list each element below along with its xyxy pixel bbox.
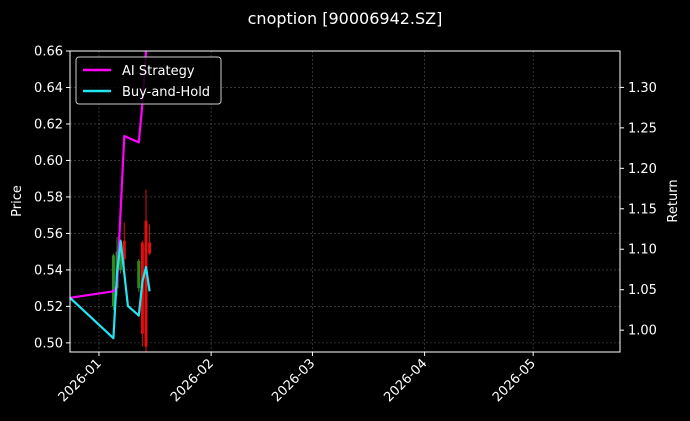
right-axis-ticks: 1.00 1.05 1.10 1.15 1.20 1.25 1.30 bbox=[620, 81, 657, 339]
x-tick-label: 2026-02 bbox=[168, 356, 217, 405]
right-tick-label: 1.20 bbox=[628, 162, 657, 177]
right-axis-label: Return bbox=[666, 179, 681, 222]
right-tick-label: 1.25 bbox=[628, 121, 657, 136]
left-tick-label: 0.60 bbox=[34, 154, 63, 169]
candle-body bbox=[119, 242, 123, 270]
left-tick-label: 0.64 bbox=[34, 81, 63, 96]
legend: AI Strategy Buy-and-Hold bbox=[75, 56, 222, 105]
left-axis-ticks: 0.50 0.52 0.54 0.56 0.58 0.60 0.62 0.64 0.66 bbox=[34, 45, 70, 351]
candle-body bbox=[137, 260, 141, 289]
chart-title: cnoption [90006942.SZ] bbox=[248, 9, 443, 28]
candle-body bbox=[144, 220, 148, 347]
right-tick-label: 1.10 bbox=[628, 243, 657, 258]
right-tick-label: 1.05 bbox=[628, 283, 657, 298]
legend-label-buy-and-hold: Buy-and-Hold bbox=[122, 85, 210, 100]
left-tick-label: 0.66 bbox=[34, 45, 63, 60]
right-tick-label: 1.00 bbox=[628, 324, 657, 339]
left-tick-label: 0.52 bbox=[34, 300, 63, 315]
left-tick-label: 0.58 bbox=[34, 190, 63, 205]
series-line-buy-and-hold bbox=[69, 240, 151, 340]
left-tick-label: 0.56 bbox=[34, 227, 63, 242]
right-tick-label: 1.30 bbox=[628, 81, 657, 96]
candle-body bbox=[111, 255, 115, 307]
left-tick-label: 0.62 bbox=[34, 117, 63, 132]
left-tick-label: 0.50 bbox=[34, 336, 63, 351]
candle-body bbox=[122, 240, 126, 259]
left-axis-label: Price bbox=[10, 185, 25, 217]
plot-frame bbox=[69, 50, 621, 353]
candle-body bbox=[148, 242, 152, 254]
x-tick-label: 2026-03 bbox=[269, 356, 318, 405]
left-tick-label: 0.54 bbox=[34, 263, 63, 278]
right-tick-label: 1.15 bbox=[628, 202, 657, 217]
legend-label-ai-strategy: AI Strategy bbox=[122, 64, 195, 79]
series-line-ai-strategy bbox=[69, 50, 148, 299]
x-tick-label: 2026-01 bbox=[56, 356, 105, 405]
x-tick-label: 2026-05 bbox=[490, 356, 539, 405]
series-lines bbox=[69, 50, 151, 340]
x-axis-ticks: 2026-01 2026-02 2026-03 2026-04 2026-05 bbox=[56, 352, 539, 405]
x-tick-label: 2026-04 bbox=[381, 356, 430, 405]
legend-box bbox=[75, 56, 222, 105]
